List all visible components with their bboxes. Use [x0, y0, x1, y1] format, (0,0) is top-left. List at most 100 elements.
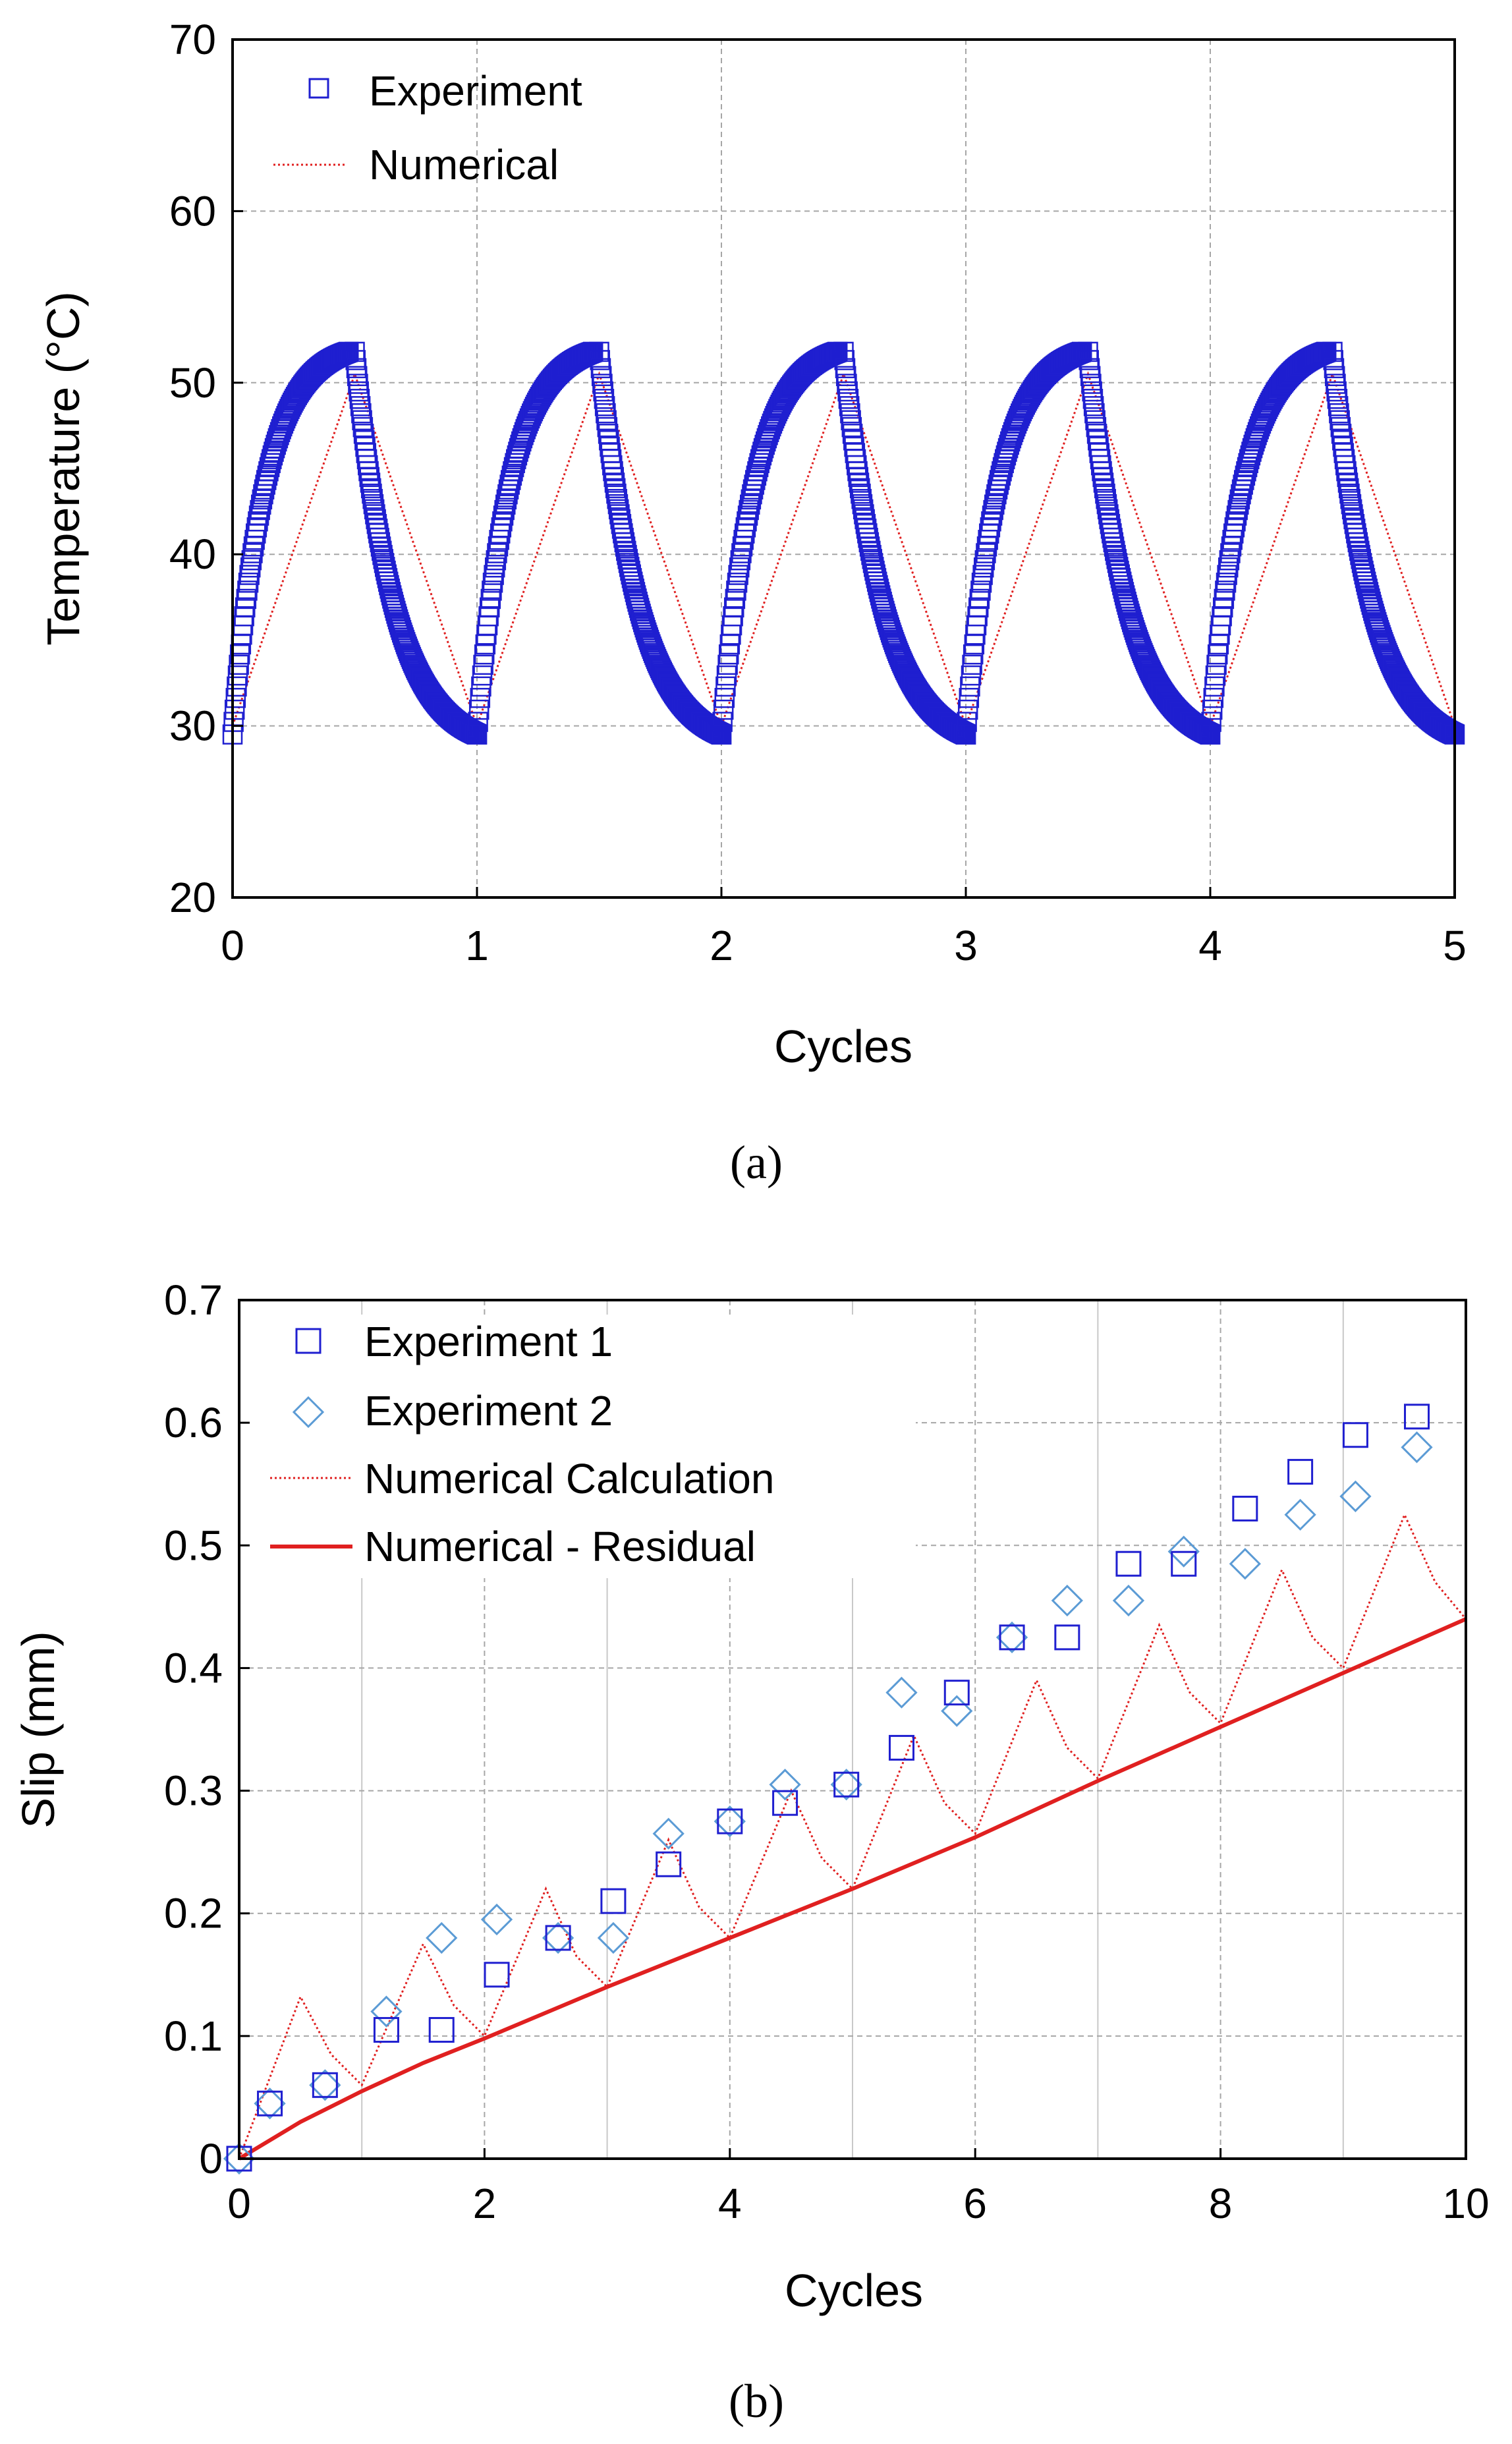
- experiment-point: [601, 449, 622, 470]
- experiment-point: [227, 665, 248, 686]
- experiment-point: [238, 573, 259, 593]
- experiment-point: [248, 511, 268, 532]
- chart-slip: Experiment 1 Experiment 2 Numerical Calc…: [13, 1276, 1490, 2428]
- legend-numerical-label: Numerical: [369, 141, 559, 188]
- experiment-point: [356, 443, 377, 463]
- experiment-point: [957, 699, 978, 720]
- experiment-point: [353, 424, 374, 444]
- experiment-point: [468, 712, 488, 732]
- experiment-2-point: [597, 1921, 630, 1954]
- experiment-point: [1091, 455, 1111, 476]
- experiment-point: [236, 588, 257, 610]
- chart-b-plot-frame: [238, 1299, 1467, 2160]
- experiment-point: [972, 565, 993, 585]
- experiment-point: [466, 724, 488, 745]
- chart-a-y-axis-label: Temperature (°C): [38, 291, 89, 646]
- experiment-point: [969, 588, 990, 610]
- experiment-point: [848, 467, 869, 488]
- experiment-point: [1329, 403, 1349, 424]
- y-tick-label: 20: [169, 874, 216, 921]
- experiment-1-point: [717, 1808, 743, 1834]
- experiment-2-point: [941, 1695, 973, 1727]
- experiment-2-point: [1167, 1535, 1200, 1568]
- experiment-point: [1088, 436, 1109, 457]
- experiment-point: [1202, 699, 1223, 720]
- experiment-point: [715, 676, 736, 697]
- experiment-point: [603, 467, 625, 488]
- experiment-point: [841, 410, 861, 431]
- experiment-point: [1218, 557, 1239, 578]
- y-tick-label: 50: [169, 359, 216, 407]
- experiment-point: [239, 565, 260, 585]
- experiment-2-point: [1112, 1584, 1145, 1617]
- chart-b-caption: (b): [729, 2375, 784, 2428]
- experiment-point: [507, 445, 528, 466]
- experiment-point: [1236, 461, 1256, 482]
- experiment-point: [752, 441, 773, 462]
- y-tick-label: 60: [169, 187, 216, 235]
- experiment-point: [840, 403, 860, 424]
- experiment-1-point: [999, 1624, 1025, 1651]
- experiment-point: [503, 461, 523, 482]
- experiment-point: [725, 588, 746, 610]
- experiment-point: [737, 505, 758, 526]
- experiment-point: [493, 505, 514, 526]
- experiment-1-point: [545, 1925, 571, 1951]
- experiment-point: [598, 424, 619, 444]
- experiment-point: [486, 550, 507, 571]
- experiment-point: [484, 565, 504, 585]
- experiment-point: [841, 416, 862, 438]
- experiment-point: [1226, 505, 1247, 526]
- experiment-2-point: [769, 1769, 801, 1801]
- experiment-point: [482, 581, 502, 601]
- y-tick-label: 0.7: [164, 1276, 223, 1324]
- experiment-point: [1214, 588, 1235, 610]
- experiment-point: [1334, 449, 1355, 470]
- experiment-point: [735, 517, 756, 538]
- experiment-1-point: [1287, 1459, 1314, 1485]
- experiment-point: [730, 550, 751, 571]
- experiment-point: [482, 573, 503, 593]
- experiment-2-point: [1229, 1548, 1261, 1580]
- experiment-point: [955, 724, 976, 745]
- experiment-point: [1201, 712, 1221, 732]
- y-tick-label: 0.6: [164, 1399, 223, 1446]
- legend-experiment-1-label: Experiment 1: [364, 1318, 613, 1365]
- experiment-point: [1200, 724, 1221, 745]
- experiment-point: [480, 588, 501, 610]
- experiment-2-point: [830, 1769, 862, 1801]
- experiment-point: [970, 581, 991, 601]
- experiment-2-point: [995, 1621, 1028, 1654]
- experiment-point: [980, 517, 1001, 538]
- legend-square-marker: [295, 1328, 322, 1354]
- experiment-2-point: [309, 2069, 341, 2101]
- experiment-point: [1335, 455, 1356, 476]
- experiment-1-point: [656, 1851, 682, 1877]
- experiment-point: [264, 441, 284, 462]
- experiment-point: [1005, 416, 1026, 437]
- legend-numerical-residual-label: Numerical - Residual: [364, 1523, 756, 1570]
- x-tick-label: 4: [718, 2180, 742, 2227]
- chart-a-ticks: 0 1 2 3 4 5 20 30 40 50 60 70: [169, 16, 1467, 969]
- experiment-point: [974, 550, 995, 571]
- experiment-point: [984, 494, 1005, 515]
- y-tick-label: 0: [199, 2135, 223, 2182]
- experiment-2-point: [480, 1903, 513, 1936]
- experiment-point: [737, 511, 757, 532]
- experiment-point: [739, 499, 759, 521]
- experiment-point: [352, 416, 374, 438]
- experiment-point: [242, 543, 263, 563]
- experiment-1-point: [484, 1962, 510, 1988]
- experiment-point: [728, 565, 748, 585]
- experiment-point: [1092, 467, 1113, 488]
- experiment-point: [740, 494, 760, 515]
- experiment-point: [358, 455, 378, 476]
- chart-temperature: Experiment Numerical 0 1 2 3 4 5203040506070 …: [38, 16, 1467, 1189]
- experiment-point: [470, 687, 491, 708]
- experiment-1-point: [312, 2072, 338, 2098]
- experiment-2-point: [714, 1805, 746, 1838]
- experiment-point: [1092, 461, 1112, 482]
- experiment-2-point: [370, 1995, 403, 2028]
- experiment-1-point: [428, 2017, 455, 2043]
